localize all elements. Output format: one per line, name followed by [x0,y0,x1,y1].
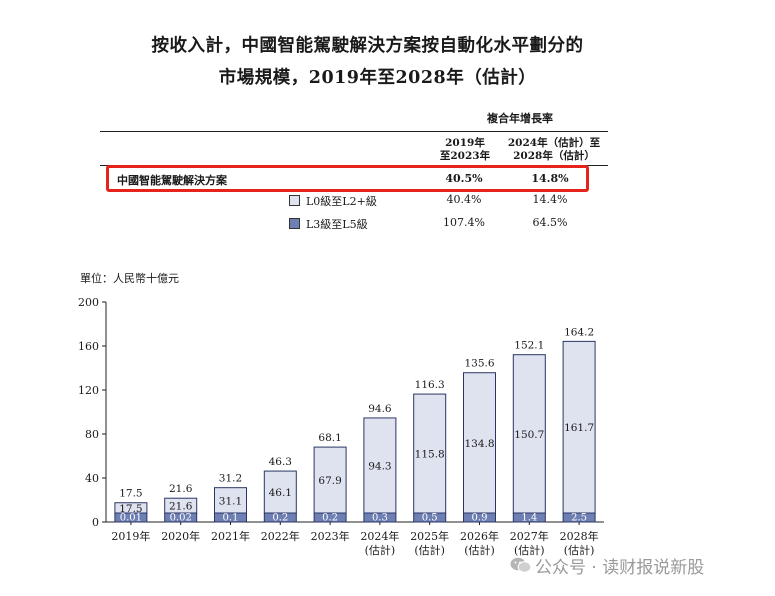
bar-segment-l0-l2 [562,340,596,514]
x-tick-label: 2027年 [510,529,549,543]
data-label-total: 116.3 [415,379,445,391]
highlight-box [106,165,589,192]
data-label-total: 152.1 [514,340,544,352]
data-label-total: 94.6 [368,403,392,415]
data-label-l0-l2: 115.8 [415,449,445,461]
data-label-total: 46.3 [269,456,292,468]
data-label-l0-l2: 94.3 [368,460,391,472]
data-label-l0-l2: 67.9 [318,475,341,487]
legend-swatch-l3-l5 [289,218,300,229]
cagr-row-l3-l5-label: L3級至L5級 [306,218,368,231]
cagr-row-total-label: 中國智能駕駛解決方案 [117,174,227,187]
bar-segment-l0-l2 [363,417,397,514]
data-label-l0-l2: 150.7 [514,429,544,441]
data-label-l3-l5: 1.4 [521,513,537,524]
unit-label: 單位：人民幣十億元 [80,272,179,285]
y-tick-label: 40 [85,472,99,485]
x-tick-sublabel: (估計) [414,543,445,557]
cagr-row-l0-l2-c1: 40.4% [446,193,482,206]
cagr-row-total-c2: 14.8% [531,172,569,185]
data-label-l3-l5: 0.1 [223,513,239,524]
x-tick-label: 2028年 [560,529,599,543]
cagr-col1-line1: 2019年 [445,137,485,149]
bar-segment-l0-l2 [413,393,447,514]
data-label-total: 31.2 [219,473,242,485]
x-tick-label: 2025年 [410,529,449,543]
cagr-col2-line1: 2024年（估計）至 [507,137,601,149]
cagr-row-l3-l5-c1: 107.4% [443,216,485,229]
page-title-line2: 市場規模，2019年至2028年（估計） [218,68,537,88]
bar-segment-l0-l2 [463,372,496,514]
table-rule-top [100,131,608,132]
cagr-row-total-c1: 40.5% [445,172,483,185]
data-label-total: 21.6 [169,483,193,495]
page-title-line1: 按收入計，中國智能駕駛解決方案按自動化水平劃分的 [151,36,584,56]
data-label-l3-l5: 0.02 [170,513,192,524]
data-label-l3-l5: 2.5 [571,513,587,524]
y-tick-label: 200 [78,296,99,309]
y-tick-label: 0 [92,516,99,529]
wechat-icon [510,557,532,573]
data-label-l3-l5: 0.2 [272,513,288,524]
data-label-total: 68.1 [318,432,341,444]
data-label-l0-l2: 17.5 [119,503,142,515]
data-label-l0-l2: 161.7 [564,422,594,434]
data-label-l0-l2: 21.6 [169,501,193,513]
data-label-l0-l2: 31.1 [219,495,242,507]
data-label-total: 17.5 [119,488,142,500]
watermark-text: 公众号 · 读财报说新股 [535,558,705,578]
x-tick-label: 2019年 [111,529,150,543]
data-label-l3-l5: 0.2 [322,513,338,524]
y-tick-label: 120 [78,384,99,397]
cagr-row-l0-l2-c2: 14.4% [532,193,568,206]
data-label-l3-l5: 0.9 [472,513,488,524]
x-tick-sublabel: (估計) [514,543,545,557]
cagr-row-l0-l2-label: L0級至L2+級 [306,195,377,208]
bar-segment-l0-l2 [313,446,347,514]
x-tick-label: 2021年 [211,529,250,543]
data-label-l3-l5: 0.3 [372,513,388,524]
cagr-col1-header: 2019年 至2023年 [425,137,505,163]
cagr-col1-line2: 至2023年 [439,150,491,162]
bar-segment-l0-l2 [263,470,297,514]
x-tick-label: 2022年 [261,529,300,543]
data-label-l3-l5: 0.01 [120,513,142,524]
x-tick-sublabel: (估計) [365,543,396,557]
x-tick-label: 2023年 [311,529,350,543]
data-label-l0-l2: 134.8 [464,438,494,450]
x-tick-label: 2026年 [460,529,499,543]
bar-segment-l0-l2 [512,354,546,514]
y-tick-label: 80 [85,428,99,441]
x-tick-label: 2020年 [161,529,200,543]
data-label-l0-l2: 46.1 [269,487,292,499]
x-tick-sublabel: (估計) [564,543,595,557]
data-label-l3-l5: 0.5 [422,513,438,524]
x-tick-label: 2024年 [360,529,399,543]
cagr-row-l3-l5-c2: 64.5% [532,216,568,229]
y-tick-label: 160 [78,340,99,353]
data-label-total: 164.2 [564,326,594,338]
cagr-table-header: 複合年增長率 [487,112,553,125]
data-label-total: 135.6 [464,358,494,370]
cagr-col2-header: 2024年（估計）至 2028年（估計） [498,137,610,163]
x-tick-sublabel: (估計) [464,543,495,557]
legend-swatch-l0-l2 [289,195,300,206]
cagr-col2-line2: 2028年（估計） [513,150,595,162]
